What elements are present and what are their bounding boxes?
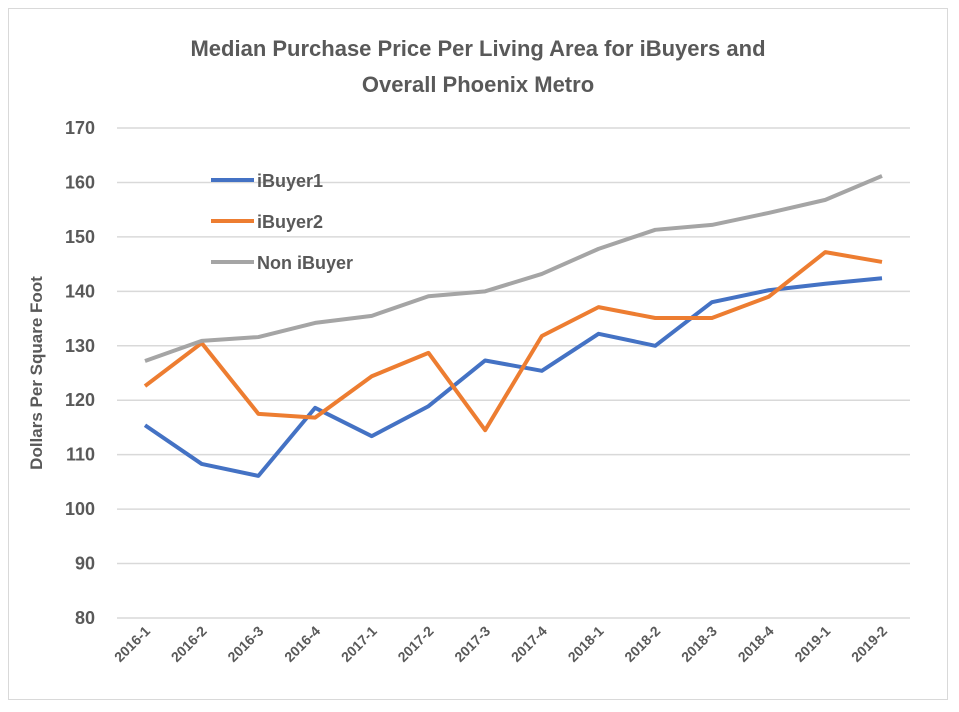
legend-label: iBuyer2 <box>257 212 323 232</box>
y-tick-label: 130 <box>65 336 95 356</box>
x-tick-label: 2018-2 <box>621 623 663 665</box>
x-tick-label: 2019-1 <box>791 623 833 665</box>
y-tick-label: 120 <box>65 390 95 410</box>
y-tick-label: 100 <box>65 499 95 519</box>
legend-label: Non iBuyer <box>257 253 353 273</box>
y-tick-label: 80 <box>75 608 95 628</box>
series-line-ibuyer1 <box>143 276 883 478</box>
x-tick-label: 2017-3 <box>451 623 493 665</box>
x-tick-label: 2017-4 <box>508 623 550 665</box>
chart-title-line-1: Median Purchase Price Per Living Area fo… <box>190 36 765 61</box>
y-tick-label: 160 <box>65 172 95 192</box>
x-tick-label: 2018-3 <box>678 623 720 665</box>
y-tick-label: 110 <box>66 445 95 465</box>
y-tick-label: 170 <box>65 118 95 138</box>
x-tick-label: 2016-2 <box>168 623 210 665</box>
y-tick-label: 90 <box>75 554 95 574</box>
y-tick-label: 140 <box>65 281 95 301</box>
x-tick-label: 2018-1 <box>565 623 607 665</box>
series-line-non-ibuyer <box>144 174 883 363</box>
chart-title-line-2: Overall Phoenix Metro <box>362 72 594 97</box>
x-tick-label: 2018-4 <box>735 623 777 665</box>
legend-label: iBuyer1 <box>257 171 323 191</box>
x-tick-label: 2016-1 <box>111 623 153 665</box>
x-tick-label: 2016-4 <box>281 623 323 665</box>
chart-frame <box>8 8 948 700</box>
y-tick-label: 150 <box>65 227 95 247</box>
series-line-ibuyer2 <box>143 250 883 433</box>
x-tick-label: 2019-2 <box>848 623 890 665</box>
y-axis-label: Dollars Per Square Foot <box>27 276 46 470</box>
x-tick-label: 2017-1 <box>338 623 380 665</box>
x-tick-label: 2017-2 <box>394 623 436 665</box>
x-tick-label: 2016-3 <box>224 623 266 665</box>
